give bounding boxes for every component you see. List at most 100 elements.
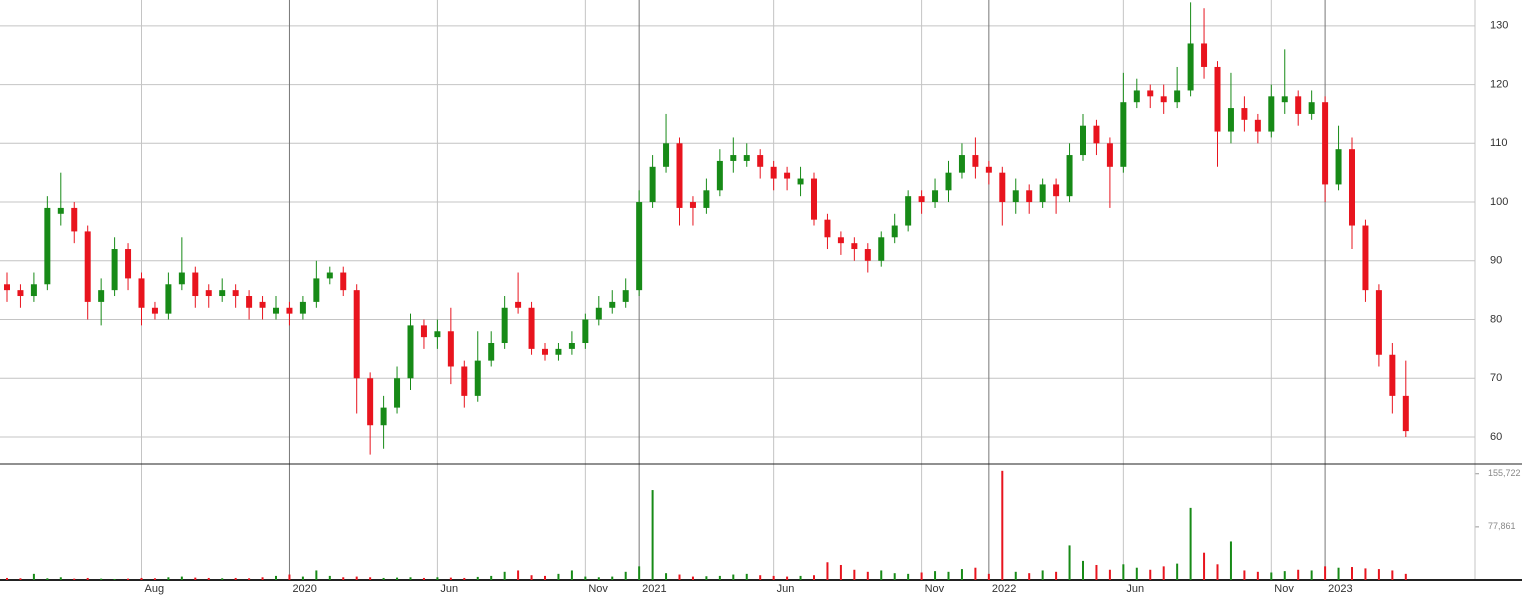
candle-body xyxy=(958,155,965,173)
volume-bar xyxy=(153,578,156,580)
candle-body xyxy=(474,360,481,396)
candle-body xyxy=(125,249,132,279)
volume-bar xyxy=(880,570,883,580)
x-tick-label: 2022 xyxy=(992,583,1016,595)
volume-bar xyxy=(638,566,641,580)
volume-bar xyxy=(557,573,560,580)
volume-bar xyxy=(934,571,937,580)
candle-body xyxy=(636,202,643,291)
volume-bar xyxy=(1229,541,1232,580)
volume-bar xyxy=(570,570,573,580)
candle-body xyxy=(340,272,347,291)
volume-bar xyxy=(503,571,506,580)
volume-bar xyxy=(342,577,345,580)
volume-bar xyxy=(799,575,802,580)
x-tick-label: 2020 xyxy=(292,583,316,595)
volume-bar xyxy=(1391,570,1394,580)
candle-body xyxy=(232,290,239,297)
candle-body xyxy=(784,172,791,179)
volume-bar xyxy=(315,570,318,580)
volume-bar xyxy=(866,571,869,580)
y-tick-label: 80 xyxy=(1490,313,1502,325)
candle-body xyxy=(434,331,441,338)
candle-body xyxy=(286,307,293,314)
candle-body xyxy=(864,249,871,261)
candle-body xyxy=(542,348,548,355)
candle-body xyxy=(837,237,844,244)
candle-body xyxy=(30,284,37,297)
volume-bar xyxy=(1068,545,1071,580)
volume-bar xyxy=(6,577,8,580)
x-tick-label: 2021 xyxy=(642,583,666,595)
candle-body xyxy=(1080,125,1086,156)
volume-bar xyxy=(1189,507,1192,580)
volume-bar xyxy=(490,575,493,580)
candle-body xyxy=(394,378,401,408)
volume-bar xyxy=(1310,570,1313,580)
volume-bar xyxy=(1243,570,1246,580)
candle-body xyxy=(609,301,616,308)
volume-bar xyxy=(113,578,116,580)
volume-bar xyxy=(328,575,331,580)
candle-body xyxy=(313,278,320,302)
volume-bar xyxy=(853,569,856,580)
candle-body xyxy=(1227,108,1234,132)
candle-body xyxy=(4,284,10,291)
candle-body xyxy=(1241,108,1248,120)
volume-bar xyxy=(73,578,76,580)
candle-body xyxy=(595,307,602,320)
volume-bar xyxy=(732,574,735,580)
candle-body xyxy=(1053,184,1060,197)
candle-body xyxy=(111,249,118,291)
volume-bar xyxy=(275,575,277,580)
volume-bar xyxy=(1270,572,1273,580)
y-tick-label: 130 xyxy=(1490,20,1508,32)
volume-tick-label: 155,722 xyxy=(1488,468,1521,478)
volume-bar xyxy=(180,576,183,580)
candle-body xyxy=(1201,43,1208,67)
candle-body xyxy=(824,219,831,238)
candle-body xyxy=(380,407,387,426)
volume-tick-label: 77,861 xyxy=(1488,521,1516,531)
candle-body xyxy=(447,331,454,367)
volume-bar xyxy=(409,577,412,580)
volume-bar xyxy=(369,577,372,580)
candle-body xyxy=(17,290,24,297)
candle-body xyxy=(985,166,992,173)
candle-body xyxy=(1120,102,1127,167)
candle-body xyxy=(1174,90,1181,103)
candle-body xyxy=(1362,225,1369,291)
candle-body xyxy=(501,307,508,344)
volume-bar xyxy=(651,490,654,580)
volume-bar xyxy=(1135,567,1138,580)
candle-body xyxy=(407,325,414,379)
candle-body xyxy=(192,272,199,297)
candle-body xyxy=(703,190,710,208)
candle-body xyxy=(757,155,764,167)
volume-bar xyxy=(1404,573,1407,580)
volume-bar xyxy=(167,577,170,580)
volume-bar xyxy=(907,573,910,580)
candle-body xyxy=(811,178,817,220)
volume-bar xyxy=(691,576,694,580)
candle-body xyxy=(649,166,656,203)
x-tick-label: Nov xyxy=(1274,583,1294,595)
volume-bar xyxy=(1283,571,1286,580)
volume-bar xyxy=(1014,571,1017,580)
candle-body xyxy=(84,231,91,302)
volume-bar xyxy=(1203,552,1206,580)
candle-body xyxy=(353,290,360,379)
candle-body xyxy=(1295,96,1302,114)
volume-bar xyxy=(678,574,681,580)
candle-body xyxy=(299,301,306,314)
candle-body xyxy=(528,307,535,349)
volume-bar xyxy=(665,573,668,580)
volume-bar xyxy=(705,576,708,580)
volume-bar xyxy=(745,573,748,580)
candle-body xyxy=(1349,149,1355,226)
candle-body xyxy=(905,196,912,226)
candle-body xyxy=(165,284,172,314)
candle-body xyxy=(1254,119,1261,132)
candle-body xyxy=(1375,290,1382,355)
candle-body xyxy=(1308,102,1315,114)
